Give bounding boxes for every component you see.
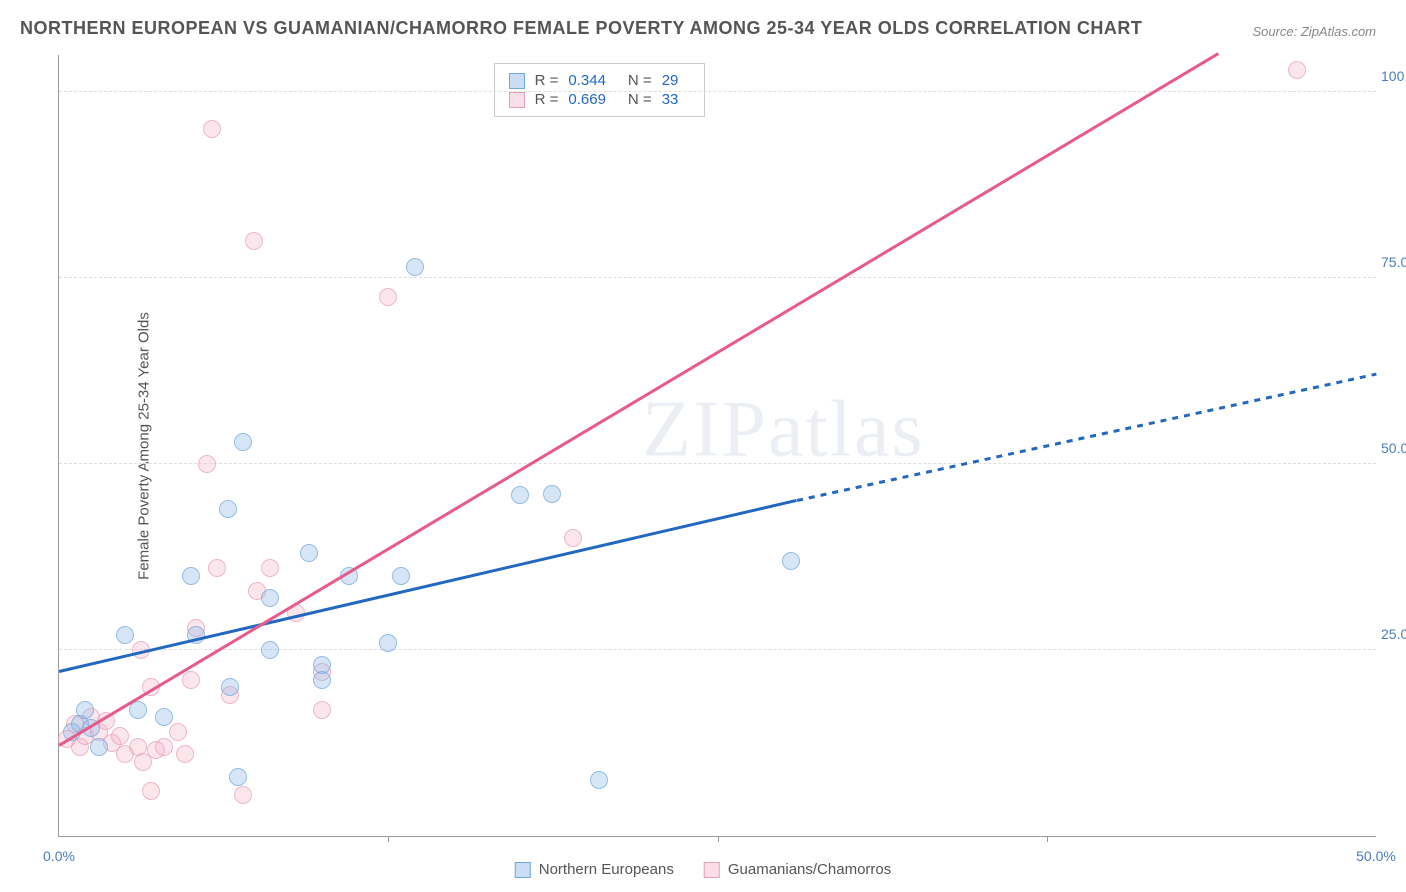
scatter-point-blue	[219, 500, 237, 518]
stats-row-blue: R = 0.344 N = 29	[509, 72, 691, 89]
scatter-point-blue	[313, 656, 331, 674]
scatter-point-pink	[234, 786, 252, 804]
y-tick-label: 50.0%	[1381, 440, 1406, 456]
scatter-point-pink	[208, 559, 226, 577]
x-tick-label: 50.0%	[1356, 848, 1396, 864]
correlation-stats-box: R = 0.344 N = 29 R = 0.669 N = 33	[494, 63, 706, 117]
gridline	[59, 649, 1376, 650]
scatter-plot: ZIPatlas R = 0.344 N = 29 R = 0.669 N = …	[58, 55, 1376, 837]
scatter-point-pink	[564, 529, 582, 547]
scatter-point-blue	[379, 634, 397, 652]
r-value-pink: 0.669	[568, 91, 606, 108]
scatter-point-blue	[221, 678, 239, 696]
stats-row-pink: R = 0.669 N = 33	[509, 91, 691, 108]
scatter-point-blue	[406, 258, 424, 276]
r-label: R =	[535, 72, 559, 89]
swatch-blue-icon	[509, 73, 525, 89]
n-label: N =	[628, 91, 652, 108]
legend-item-blue: Northern Europeans	[515, 861, 674, 878]
scatter-point-pink	[169, 723, 187, 741]
swatch-pink-icon	[509, 92, 525, 108]
scatter-point-pink	[182, 671, 200, 689]
scatter-point-blue	[90, 738, 108, 756]
n-label: N =	[628, 72, 652, 89]
y-tick-label: 25.0%	[1381, 626, 1406, 642]
chart-title: NORTHERN EUROPEAN VS GUAMANIAN/CHAMORRO …	[20, 18, 1142, 39]
scatter-point-pink	[111, 727, 129, 745]
swatch-pink-icon	[704, 862, 720, 878]
scatter-point-pink	[1288, 61, 1306, 79]
scatter-point-blue	[261, 589, 279, 607]
scatter-point-blue	[261, 641, 279, 659]
gridline	[59, 463, 1376, 464]
scatter-point-blue	[155, 708, 173, 726]
trendline-pink	[58, 53, 1218, 747]
scatter-point-blue	[300, 544, 318, 562]
source-attribution: Source: ZipAtlas.com	[1252, 24, 1376, 39]
scatter-point-pink	[155, 738, 173, 756]
watermark: ZIPatlas	[642, 384, 925, 475]
n-value-blue: 29	[662, 72, 679, 89]
x-tick	[388, 836, 389, 842]
scatter-point-blue	[782, 552, 800, 570]
x-tick-label: 0.0%	[43, 848, 75, 864]
gridline	[59, 91, 1376, 92]
scatter-point-blue	[392, 567, 410, 585]
scatter-point-blue	[76, 701, 94, 719]
scatter-point-blue	[511, 486, 529, 504]
r-value-blue: 0.344	[568, 72, 606, 89]
x-tick	[1047, 836, 1048, 842]
legend-label-pink: Guamanians/Chamorros	[728, 861, 891, 878]
x-tick	[718, 836, 719, 842]
scatter-point-blue	[234, 433, 252, 451]
scatter-point-pink	[261, 559, 279, 577]
scatter-point-blue	[543, 485, 561, 503]
trendline-blue-extrapolated	[796, 372, 1376, 501]
scatter-point-pink	[203, 120, 221, 138]
scatter-point-blue	[229, 768, 247, 786]
scatter-point-pink	[142, 782, 160, 800]
y-tick-label: 100.0%	[1381, 68, 1406, 84]
scatter-point-pink	[379, 288, 397, 306]
y-tick-label: 75.0%	[1381, 254, 1406, 270]
scatter-point-pink	[198, 455, 216, 473]
scatter-point-pink	[313, 701, 331, 719]
r-label: R =	[535, 91, 559, 108]
legend-item-pink: Guamanians/Chamorros	[704, 861, 891, 878]
gridline	[59, 277, 1376, 278]
scatter-point-blue	[116, 626, 134, 644]
n-value-pink: 33	[662, 91, 679, 108]
scatter-point-pink	[245, 232, 263, 250]
scatter-point-blue	[590, 771, 608, 789]
legend-label-blue: Northern Europeans	[539, 861, 674, 878]
legend: Northern Europeans Guamanians/Chamorros	[515, 861, 892, 878]
scatter-point-blue	[182, 567, 200, 585]
swatch-blue-icon	[515, 862, 531, 878]
scatter-point-pink	[176, 745, 194, 763]
